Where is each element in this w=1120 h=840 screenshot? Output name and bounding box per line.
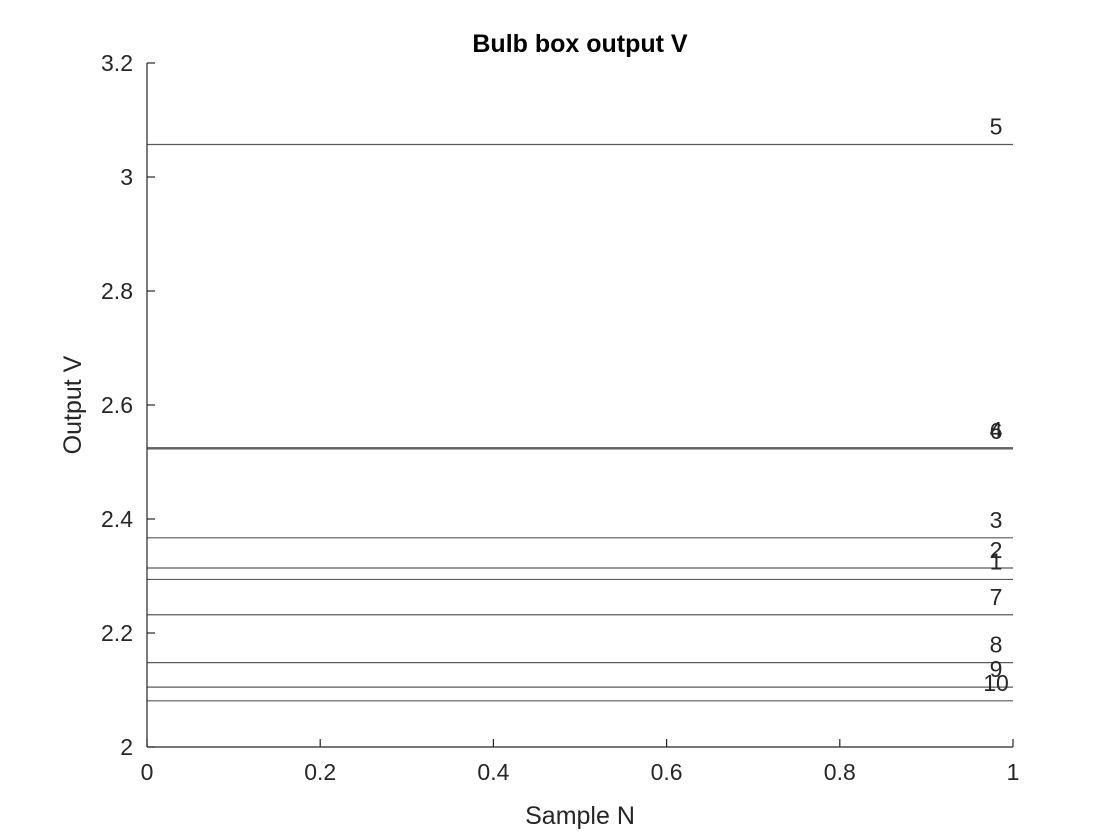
series-label-2: 2: [990, 537, 1003, 563]
x-tick-label: 0.8: [824, 759, 856, 785]
y-tick-label: 2.8: [101, 278, 133, 304]
x-axis-label: Sample N: [525, 802, 635, 830]
series-lines: [147, 143, 1013, 702]
series-label-5: 5: [990, 114, 1003, 140]
x-ticks: 0 0.2 0.4 0.6 0.8 1: [141, 739, 1020, 785]
y-tick-label: 2.6: [101, 392, 133, 418]
y-tick-label: 2.4: [101, 506, 133, 532]
x-tick-label: 1: [1007, 759, 1020, 785]
series-label-1: 1: [990, 548, 1003, 574]
y-ticks: 2 2.2 2.4 2.6 2.8 3 3.2: [101, 50, 155, 760]
series-label-10: 10: [983, 670, 1009, 696]
x-tick-label: 0.2: [304, 759, 336, 785]
x-tick-label: 0: [141, 759, 154, 785]
series-label-9: 9: [990, 656, 1003, 682]
y-tick-label: 3: [120, 164, 133, 190]
y-axis-label: Output V: [59, 355, 87, 454]
series-label-8: 8: [990, 632, 1003, 658]
y-tick-label: 2.2: [101, 620, 133, 646]
chart-title: Bulb box output V: [472, 30, 688, 58]
series-label-3: 3: [990, 507, 1003, 533]
y-tick-label: 3.2: [101, 50, 133, 76]
x-tick-label: 0.4: [477, 759, 509, 785]
series-label-7: 7: [990, 584, 1003, 610]
series-label-4: 4: [990, 417, 1003, 443]
series-label-6: 6: [990, 418, 1003, 444]
axes: [146, 63, 1013, 748]
y-tick-label: 2: [120, 734, 133, 760]
x-tick-label: 0.6: [651, 759, 683, 785]
